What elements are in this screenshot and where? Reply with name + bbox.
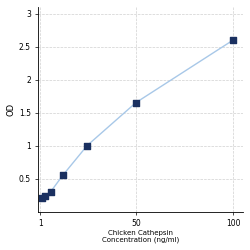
Point: [85, 144, 89, 148]
Y-axis label: OD: OD: [7, 103, 16, 116]
Point: [42, 194, 46, 198]
Point: [231, 38, 235, 42]
Point: [134, 101, 138, 105]
Point: [40, 196, 44, 200]
Point: [61, 173, 65, 177]
X-axis label: Chicken Cathepsin
Concentration (ng/ml): Chicken Cathepsin Concentration (ng/ml): [102, 230, 180, 243]
Point: [49, 190, 53, 194]
